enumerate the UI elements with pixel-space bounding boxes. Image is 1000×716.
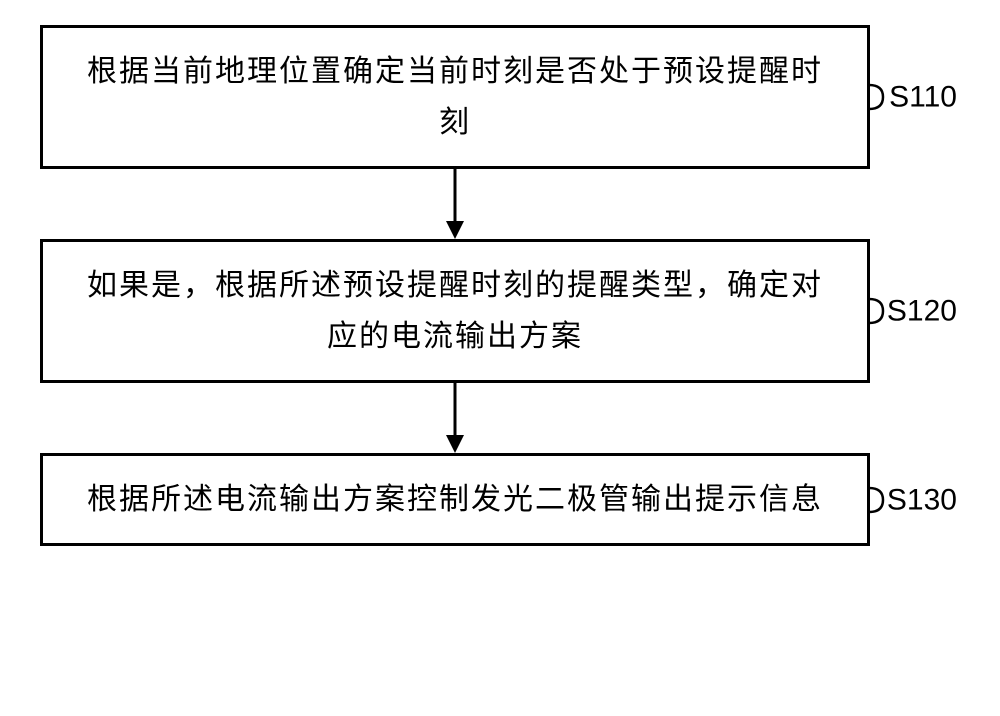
step-label: S120 <box>887 286 957 337</box>
flowchart-arrow <box>40 383 870 453</box>
arrow-down-icon <box>440 169 470 239</box>
flowchart-container: 根据当前地理位置确定当前时刻是否处于预设提醒时刻 S110 如果是，根据所述预设… <box>40 25 960 546</box>
flowchart-step-box: 根据所述电流输出方案控制发光二极管输出提示信息 S130 <box>40 453 870 546</box>
step-text: 根据当前地理位置确定当前时刻是否处于预设提醒时刻 <box>73 46 837 148</box>
step-label: S110 <box>889 72 957 123</box>
flowchart-step-box: 如果是，根据所述预设提醒时刻的提醒类型，确定对应的电流输出方案 S120 <box>40 239 870 383</box>
flowchart-arrow <box>40 169 870 239</box>
arrow-down-icon <box>440 383 470 453</box>
flowchart-step-box: 根据当前地理位置确定当前时刻是否处于预设提醒时刻 S110 <box>40 25 870 169</box>
step-text: 如果是，根据所述预设提醒时刻的提醒类型，确定对应的电流输出方案 <box>73 260 837 362</box>
step-text: 根据所述电流输出方案控制发光二极管输出提示信息 <box>87 474 823 525</box>
step-label: S130 <box>887 474 957 525</box>
